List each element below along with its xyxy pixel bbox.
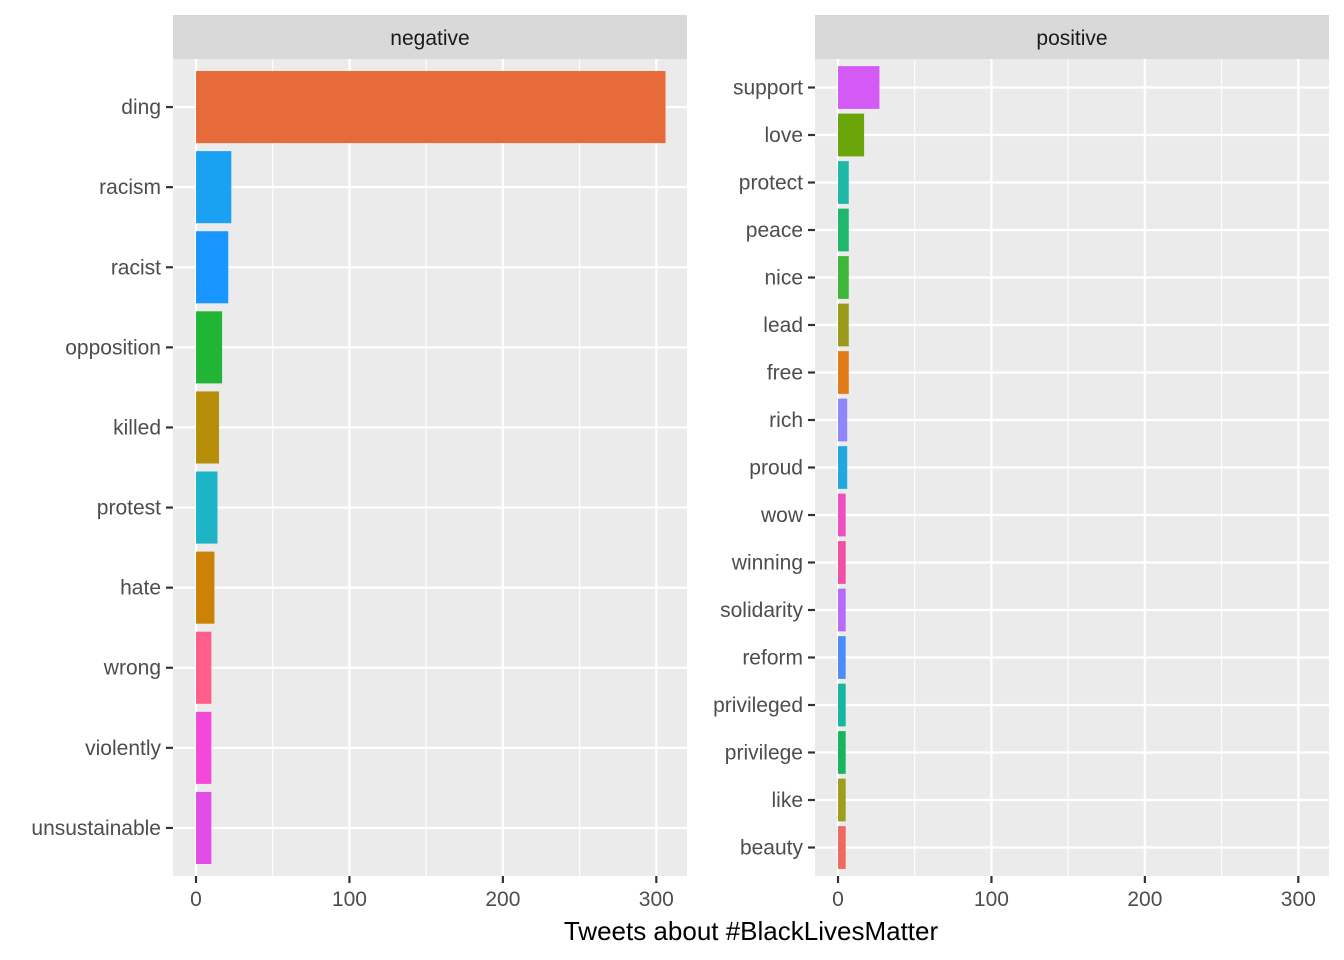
y-tick-label-beauty: beauty: [740, 837, 804, 860]
bar-hate: [196, 551, 215, 624]
y-tick-label-racism: racism: [99, 176, 161, 199]
y-tick-label-opposition: opposition: [65, 336, 161, 359]
panel-positive-y-axis: support love protect peace nice lead free rich p…: [713, 77, 815, 860]
y-tick-label-protest: protest: [97, 497, 161, 520]
panel-positive-grid: [815, 59, 1329, 876]
bar-unsustainable: [196, 791, 212, 864]
bar-rich: [838, 398, 848, 442]
panel-positive-bars: [838, 66, 880, 869]
bar-love: [838, 113, 865, 157]
bar-free: [838, 351, 849, 394]
panel-positive-x-axis: 0 100 200 300: [832, 876, 1316, 911]
strip-negative: [173, 15, 687, 59]
x-tick-label: 0: [190, 888, 202, 911]
y-tick-label-privilege: privilege: [725, 742, 803, 765]
bar-nice: [838, 256, 849, 299]
y-tick-label-protect: protect: [739, 172, 803, 195]
bar-like: [838, 778, 846, 822]
strip-positive: [815, 15, 1329, 59]
bar-protest: [196, 471, 218, 544]
facet-panel-negative: negative ding racism racist opposition kille…: [31, 15, 687, 911]
bar-solidarity: [838, 588, 846, 632]
bar-support: [838, 66, 880, 109]
y-tick-label-unsustainable: unsustainable: [31, 817, 161, 840]
y-tick-label-lead: lead: [763, 314, 803, 337]
y-tick-label-support: support: [733, 77, 803, 100]
bar-killed: [196, 391, 220, 464]
bar-violently: [196, 711, 212, 784]
bar-racist: [196, 231, 229, 304]
bar-privilege: [838, 731, 846, 774]
strip-label-negative: negative: [390, 27, 469, 50]
x-tick-label: 200: [485, 888, 520, 911]
y-tick-label-reform: reform: [742, 647, 803, 670]
x-tick-label: 100: [974, 888, 1009, 911]
y-tick-label-wow: wow: [760, 504, 804, 527]
panel-negative-background: [173, 59, 687, 876]
y-tick-label-violently: violently: [85, 737, 161, 760]
bar-wow: [838, 493, 846, 537]
y-tick-label-privileged: privileged: [713, 694, 803, 717]
y-tick-label-peace: peace: [746, 219, 803, 242]
y-tick-label-winning: winning: [731, 552, 803, 575]
y-tick-label-wrong: wrong: [103, 657, 161, 680]
bar-proud: [838, 446, 848, 489]
x-tick-label: 300: [1281, 888, 1316, 911]
bar-peace: [838, 208, 849, 252]
x-axis-title: Tweets about #BlackLivesMatter: [564, 916, 939, 946]
y-tick-label-killed: killed: [113, 416, 161, 439]
x-tick-label: 100: [332, 888, 367, 911]
bar-lead: [838, 303, 849, 347]
x-tick-label: 0: [832, 888, 844, 911]
bar-beauty: [838, 826, 846, 869]
y-tick-label-free: free: [767, 362, 803, 385]
bar-ding: [196, 71, 666, 144]
y-tick-label-ding: ding: [121, 96, 161, 119]
strip-label-positive: positive: [1036, 27, 1107, 50]
panel-negative-x-axis: 0 100 200 300: [190, 876, 674, 911]
x-tick-label: 300: [639, 888, 674, 911]
y-tick-label-like: like: [771, 789, 803, 812]
facet-panel-positive: positive support love protect peace nice lead…: [713, 15, 1329, 911]
y-tick-label-solidarity: solidarity: [720, 599, 803, 622]
bar-reform: [838, 636, 846, 679]
y-tick-label-racist: racist: [111, 256, 161, 279]
y-tick-label-hate: hate: [120, 577, 161, 600]
x-tick-label: 200: [1127, 888, 1162, 911]
y-tick-label-love: love: [764, 124, 803, 147]
bar-opposition: [196, 311, 223, 384]
bar-winning: [838, 541, 846, 584]
panel-negative-y-axis: ding racism racist opposition killed protest h…: [31, 96, 173, 840]
y-tick-label-nice: nice: [764, 267, 803, 290]
bar-protect: [838, 161, 849, 204]
bar-privileged: [838, 683, 846, 727]
bar-racism: [196, 151, 232, 224]
bar-wrong: [196, 631, 212, 704]
panel-negative-bars: [196, 71, 666, 864]
y-tick-label-rich: rich: [769, 409, 803, 432]
y-tick-label-proud: proud: [749, 457, 803, 480]
